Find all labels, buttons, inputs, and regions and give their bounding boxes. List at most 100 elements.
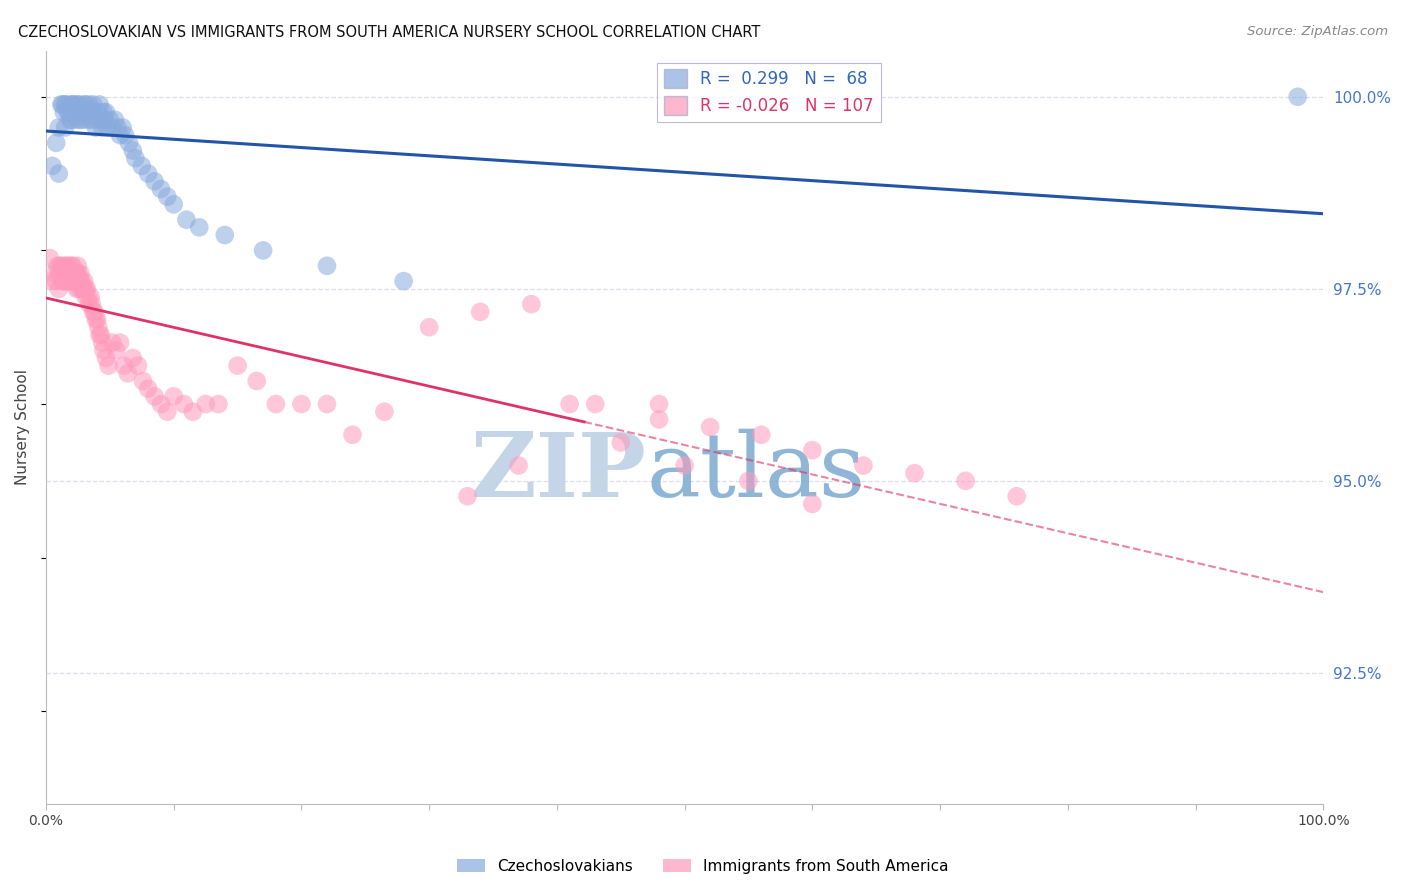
Point [94, 105, 117, 120]
Point [63, 97, 86, 112]
Point [105, 343, 128, 358]
Point [104, 112, 127, 127]
Point [73, 274, 96, 288]
Point [316, 397, 339, 411]
Point [84, 120, 107, 135]
Point [67, 282, 90, 296]
Text: ZIP: ZIP [471, 429, 647, 516]
Point [173, 397, 195, 411]
Point [66, 105, 89, 120]
Legend: Czechoslovakians, Immigrants from South America: Czechoslovakians, Immigrants from South … [451, 853, 955, 880]
Point [59, 267, 82, 281]
Point [136, 167, 159, 181]
Point [181, 405, 204, 419]
Point [69, 274, 91, 288]
Point [852, 458, 875, 473]
Point [470, 305, 492, 319]
Text: Source: ZipAtlas.com: Source: ZipAtlas.com [1247, 25, 1388, 38]
Point [143, 174, 166, 188]
Point [610, 435, 633, 450]
Point [41, 159, 63, 173]
Point [132, 374, 155, 388]
Point [69, 267, 91, 281]
Point [1005, 489, 1028, 503]
Point [91, 120, 114, 135]
Point [149, 182, 172, 196]
Point [41, 274, 63, 288]
Point [84, 312, 107, 326]
Point [67, 97, 90, 112]
Point [163, 389, 186, 403]
Point [801, 443, 824, 458]
Text: atlas: atlas [647, 428, 866, 516]
Point [79, 297, 101, 311]
Point [101, 120, 124, 135]
Point [342, 427, 364, 442]
Point [66, 259, 89, 273]
Point [62, 97, 84, 112]
Point [51, 97, 73, 112]
Point [60, 97, 83, 112]
Point [70, 274, 93, 288]
Point [62, 259, 84, 273]
Point [98, 112, 121, 127]
Point [699, 420, 721, 434]
Point [72, 112, 94, 127]
Point [52, 274, 75, 288]
Point [82, 305, 104, 319]
Point [65, 105, 87, 120]
Point [75, 282, 97, 296]
Point [90, 327, 112, 342]
Point [53, 120, 76, 135]
Point [80, 112, 103, 127]
Point [52, 105, 75, 120]
Point [53, 259, 76, 273]
Point [58, 105, 80, 120]
Point [456, 489, 478, 503]
Point [63, 274, 86, 288]
Point [72, 282, 94, 296]
Point [648, 412, 671, 426]
Point [49, 259, 72, 273]
Point [60, 112, 83, 127]
Point [48, 167, 70, 181]
Point [46, 259, 69, 273]
Y-axis label: Nursery School: Nursery School [15, 369, 30, 485]
Point [67, 274, 90, 288]
Point [93, 105, 115, 120]
Point [176, 212, 198, 227]
Point [97, 359, 120, 373]
Point [58, 267, 80, 281]
Point [83, 305, 105, 319]
Point [70, 105, 93, 120]
Point [108, 335, 131, 350]
Point [79, 97, 101, 112]
Point [111, 120, 134, 135]
Point [79, 105, 101, 120]
Point [53, 97, 76, 112]
Point [70, 282, 93, 296]
Point [316, 259, 339, 273]
Point [76, 105, 98, 120]
Point [101, 335, 124, 350]
Point [75, 289, 97, 303]
Legend: R =  0.299   N =  68, R = -0.026   N = 107: R = 0.299 N = 68, R = -0.026 N = 107 [657, 62, 880, 122]
Point [93, 343, 115, 358]
Point [59, 274, 82, 288]
Point [55, 274, 77, 288]
Point [508, 458, 530, 473]
Point [214, 228, 236, 243]
Point [737, 474, 759, 488]
Point [62, 274, 84, 288]
Point [66, 267, 89, 281]
Point [60, 259, 83, 273]
Point [48, 120, 70, 135]
Point [156, 405, 179, 419]
Point [90, 112, 112, 127]
Point [118, 136, 141, 150]
Point [520, 297, 543, 311]
Point [87, 320, 110, 334]
Point [89, 97, 111, 112]
Point [673, 458, 696, 473]
Point [83, 105, 105, 120]
